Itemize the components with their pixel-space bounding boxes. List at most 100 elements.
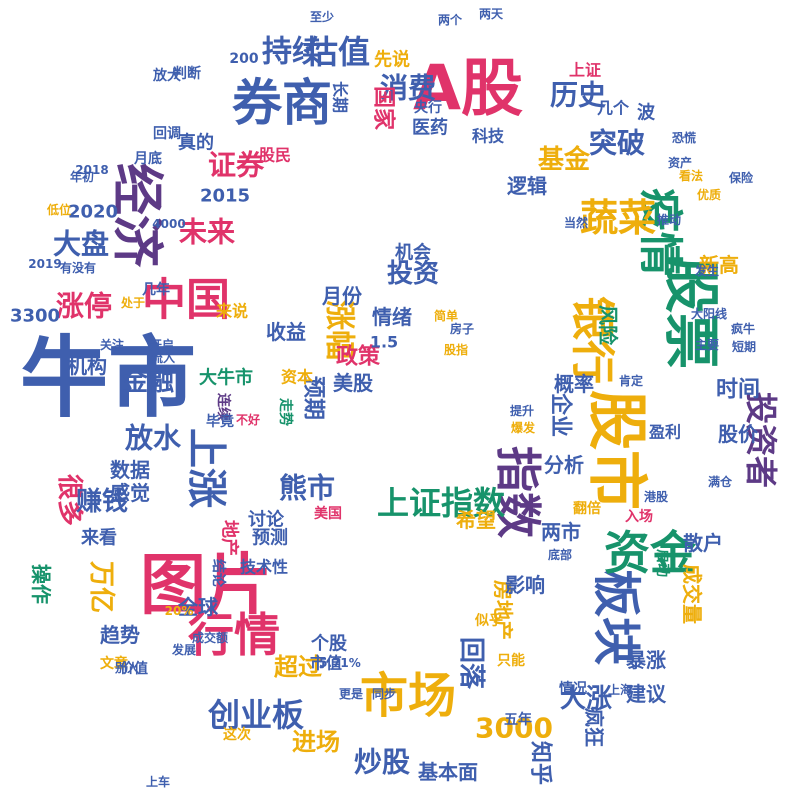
word-40: 回落 <box>456 637 486 690</box>
word-71: 科技 <box>472 127 505 146</box>
word-11: 指数 <box>491 446 545 538</box>
word-45: 月份 <box>321 284 363 308</box>
word-84: 3300 <box>10 306 60 327</box>
word-65: 建议 <box>626 682 667 706</box>
word-0: 牛市 <box>20 327 196 430</box>
word-43: 超过 <box>274 653 322 681</box>
word-61: 希望 <box>456 508 496 532</box>
word-19: 创业板 <box>207 696 304 734</box>
word-58: 企业 <box>548 392 574 437</box>
word-110: 判断 <box>173 65 201 82</box>
word-79: 预测 <box>252 527 288 549</box>
word-152: 底部 <box>548 547 572 562</box>
word-135: 开启 <box>150 337 174 352</box>
word-119: 上车 <box>146 774 170 789</box>
word-41: 万亿 <box>86 561 116 613</box>
word-89: 上证 <box>569 61 601 80</box>
word-66: 疯狂 <box>582 707 606 747</box>
word-128: 满仓 <box>708 474 733 489</box>
word-160: 主要 <box>695 337 719 352</box>
word-63: 两市 <box>541 520 581 544</box>
word-139: 房子 <box>450 321 474 336</box>
word-134: 流入 <box>151 350 175 365</box>
word-164: 优质 <box>697 187 721 202</box>
word-102: 地产 <box>219 520 241 556</box>
word-96: 央行 <box>414 99 442 116</box>
word-153: 上海 <box>608 682 632 697</box>
word-147: 几年 <box>142 281 170 298</box>
word-127: 肯定 <box>619 373 643 388</box>
word-34: 未来 <box>179 216 235 249</box>
word-53: 趋势 <box>100 623 140 647</box>
word-137: 处于 <box>120 295 145 310</box>
word-57: 散户 <box>683 531 723 555</box>
word-94: 两天 <box>479 7 504 21</box>
word-83: 2015 <box>200 186 250 207</box>
word-120: 只能 <box>497 652 525 669</box>
word-165: 资产 <box>668 155 692 170</box>
word-150: 提升 <box>510 403 534 418</box>
word-99: 个股 <box>310 633 348 655</box>
word-16: 蔬菜 <box>580 196 656 240</box>
word-2: A股 <box>413 52 523 125</box>
word-166: 简单 <box>434 308 458 323</box>
word-144: 4000 <box>152 217 185 231</box>
word-100: 市值 <box>310 654 342 673</box>
word-69: 国家 <box>371 86 397 131</box>
word-107: 几个 <box>597 99 630 118</box>
word-115: 文章 <box>100 655 128 672</box>
word-26: 基金 <box>538 144 591 175</box>
word-31: 3000 <box>475 712 553 745</box>
word-60: 分析 <box>544 453 584 477</box>
word-106: 盈利 <box>648 423 681 442</box>
word-132: 同步 <box>372 686 396 701</box>
word-122: 五年 <box>504 711 532 728</box>
word-129: 似乎 <box>474 612 503 629</box>
word-55: 房地产 <box>491 580 515 640</box>
word-32: 大盘 <box>53 228 109 261</box>
word-78: 讨论 <box>248 509 285 531</box>
word-154: 港股 <box>644 489 669 504</box>
word-95: 先说 <box>374 49 410 71</box>
word-155: 看法 <box>679 168 703 183</box>
word-143: 2018 <box>75 163 108 177</box>
word-149: 不好 <box>236 412 260 427</box>
word-125: 启动 <box>654 549 671 577</box>
word-14: 上涨 <box>183 428 229 508</box>
word-85: 操作 <box>29 564 53 604</box>
word-146: 20% <box>165 604 194 618</box>
word-142: 低位 <box>46 202 71 217</box>
word-77: 机会 <box>395 242 431 264</box>
word-24: 突破 <box>589 127 645 160</box>
word-12: 疫情 <box>635 188 686 276</box>
word-17: 上证指数 <box>377 484 506 522</box>
word-103: 连续 <box>215 393 232 421</box>
word-28: 涨幅 <box>322 300 357 360</box>
word-44: 政策 <box>336 344 381 370</box>
word-1: 图片 <box>140 547 272 624</box>
word-68: 知乎 <box>528 741 554 785</box>
word-36: 很多 <box>54 474 84 526</box>
word-121: 情况 <box>559 680 587 697</box>
word-25: 证券 <box>208 149 265 182</box>
word-156: 发生 <box>694 263 719 278</box>
word-33: 涨停 <box>56 290 112 323</box>
word-46: 情绪 <box>372 305 412 329</box>
word-130: 别人 <box>114 660 140 675</box>
word-159: 疯牛 <box>731 321 755 336</box>
word-109: 200 <box>229 51 258 67</box>
word-13: 银行 <box>567 296 618 384</box>
word-98: 资本 <box>281 368 313 387</box>
word-37: 赚钱 <box>76 487 128 517</box>
word-111: 放大 <box>152 67 181 84</box>
word-35: 放水 <box>124 422 182 455</box>
word-81: 大牛市 <box>199 367 253 389</box>
word-92: 至少 <box>310 9 334 24</box>
word-52: 感觉 <box>110 481 150 505</box>
word-163: 推动 <box>657 212 681 227</box>
word-59: 概率 <box>554 372 594 396</box>
word-74: 风险 <box>596 305 620 346</box>
word-145: 5.71% <box>319 656 361 670</box>
word-113: 月底 <box>133 150 162 167</box>
